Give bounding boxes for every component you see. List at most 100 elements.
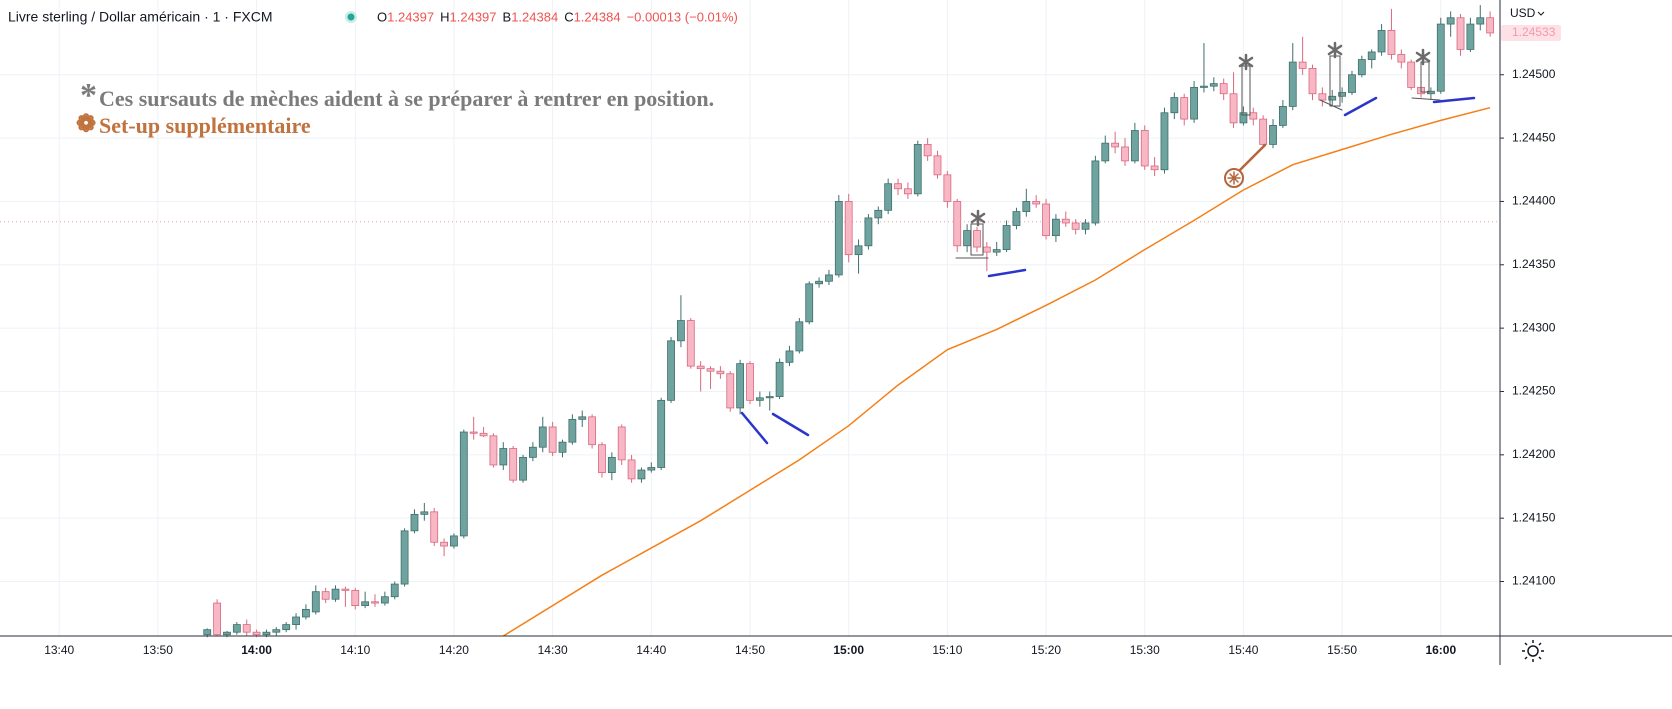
candle-body xyxy=(538,426,547,448)
candle-body xyxy=(755,397,764,401)
currency[interactable]: USD xyxy=(1510,6,1536,20)
last-price-label: 1.24533 xyxy=(1512,25,1556,39)
candle-body xyxy=(637,469,646,480)
candle-body xyxy=(361,601,370,606)
y-tick-label: 1.24450 xyxy=(1512,130,1556,144)
candle-body xyxy=(1022,201,1031,212)
candle-body xyxy=(617,426,626,461)
candle-body xyxy=(302,608,310,618)
candle-body xyxy=(1348,74,1356,93)
ohlc-key: O xyxy=(377,9,387,24)
candle-body xyxy=(894,183,902,190)
candle-body xyxy=(1486,17,1495,34)
candle-body xyxy=(785,350,794,363)
candle-body xyxy=(1466,23,1475,50)
change: −0.00013 (−0.01%) xyxy=(627,9,738,24)
gear-teeth[interactable] xyxy=(1522,640,1544,662)
candle-body xyxy=(795,321,804,352)
candle-body xyxy=(499,448,508,466)
candle-body xyxy=(1180,97,1189,120)
candle-body xyxy=(716,370,725,375)
settings-icon[interactable] xyxy=(1522,640,1544,662)
candle-body xyxy=(953,201,962,247)
annotation-text: Set-up supplémentaire xyxy=(99,113,311,138)
candle-body xyxy=(282,624,291,631)
candle-body xyxy=(1407,61,1416,88)
candle-body xyxy=(1288,61,1297,107)
asterisk xyxy=(970,209,986,227)
candle-body xyxy=(844,201,853,256)
candle-body xyxy=(548,426,557,453)
y-tick-label: 1.24100 xyxy=(1512,574,1556,588)
candle-body xyxy=(242,624,251,633)
x-tick-label: 16:00 xyxy=(1425,643,1456,657)
marker-line xyxy=(1411,97,1441,101)
x-tick-label: 13:40 xyxy=(44,643,74,657)
candle-body xyxy=(1160,112,1169,171)
candle-body xyxy=(1318,93,1327,101)
candle-body xyxy=(232,624,241,633)
candle-body xyxy=(1200,85,1208,88)
candle-body xyxy=(341,588,350,591)
candle-body xyxy=(657,399,666,468)
candle-body xyxy=(390,583,399,598)
x-tick-label: 14:10 xyxy=(340,643,370,657)
candle-body xyxy=(1239,112,1248,124)
candle-body xyxy=(1081,222,1090,230)
candle-body xyxy=(450,535,458,547)
candle-body xyxy=(706,368,715,372)
candle-body xyxy=(440,541,448,547)
candle-body xyxy=(1130,130,1139,162)
candle-body xyxy=(380,596,389,604)
x-tick-label: 14:00 xyxy=(241,643,272,657)
x-tick-label: 15:20 xyxy=(1031,643,1061,657)
x-tick-label: 15:00 xyxy=(833,643,864,657)
ohlc-key: H xyxy=(440,9,449,24)
candle-body xyxy=(775,361,784,397)
gear[interactable] xyxy=(1527,645,1539,657)
candle-body xyxy=(1002,225,1011,250)
candle-body xyxy=(1061,218,1070,224)
candle-body xyxy=(420,511,429,515)
candle-body xyxy=(746,363,754,401)
candle-body xyxy=(765,396,774,399)
annotation-text: Ces sursauts de mèches aident à se prépa… xyxy=(99,86,714,111)
candle-body xyxy=(1338,92,1347,97)
candle-body xyxy=(1269,125,1277,145)
candle-body xyxy=(1328,95,1337,101)
ohlc-legend: O 1.24397 H 1.24397 B 1.24384 C 1.24384 xyxy=(377,9,621,24)
candle-body xyxy=(1308,68,1317,95)
y-tick-label: 1.24150 xyxy=(1512,510,1556,524)
candle-body xyxy=(647,467,656,471)
candle-body xyxy=(923,144,932,157)
candle-body xyxy=(1032,201,1041,205)
box xyxy=(1420,61,1430,93)
candle-body xyxy=(1012,211,1021,226)
marker-line xyxy=(1319,99,1343,111)
candle-body xyxy=(578,416,587,420)
candle-body xyxy=(805,283,814,323)
candle-body xyxy=(1219,83,1228,95)
chart-title: Livre sterling / Dollar américain · 1 · … xyxy=(8,9,273,25)
x-tick-label: 15:50 xyxy=(1327,643,1357,657)
candle-body xyxy=(1042,203,1050,237)
currency-caret[interactable] xyxy=(1537,11,1545,16)
candle-body xyxy=(913,144,922,195)
candle-body xyxy=(1190,87,1198,120)
candle-body xyxy=(528,446,537,458)
candle-body xyxy=(1101,142,1110,162)
x-tick-label: 15:40 xyxy=(1228,643,1258,657)
candle-body xyxy=(1298,61,1307,69)
asterisk-icons xyxy=(970,41,1431,227)
candle-body xyxy=(1456,17,1465,50)
grid xyxy=(0,0,1500,636)
y-tick-label: 1.24200 xyxy=(1512,447,1556,461)
y-tick-label: 1.24300 xyxy=(1512,320,1556,334)
y-tick-label: 1.24350 xyxy=(1512,257,1556,271)
candle-body xyxy=(1170,97,1179,114)
candle-body xyxy=(509,448,518,481)
candle-body xyxy=(489,435,498,466)
candle-body xyxy=(1140,130,1149,167)
candle-body xyxy=(459,431,468,537)
